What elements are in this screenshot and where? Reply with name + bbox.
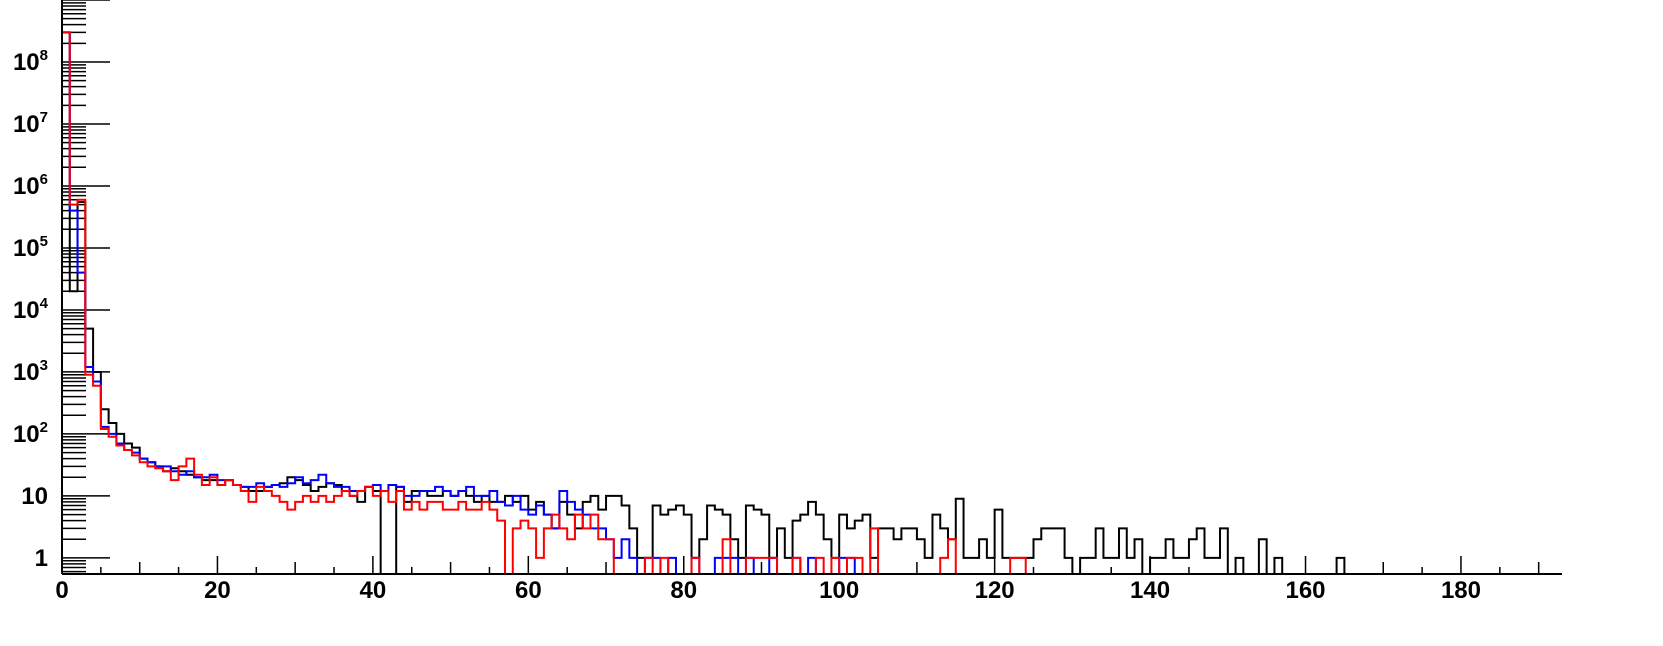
x-tick-label: 100 [819,577,859,604]
y-tick-label: 108 [13,47,48,76]
x-tick-label: 180 [1441,577,1481,604]
x-tick-label: 0 [55,577,68,604]
x-tick-label: 40 [360,577,387,604]
histogram-series-3 [61,31,1555,575]
x-tick-label: 160 [1285,577,1325,604]
y-tick-label: 10 [21,483,48,510]
x-tick-label: 60 [515,577,542,604]
y-tick-label: 103 [13,357,48,386]
histogram-series-2 [61,31,1531,575]
y-tick-label: 106 [13,171,48,200]
y-tick-label: 104 [13,295,49,324]
x-tick-label: 80 [670,577,697,604]
series-layer [61,31,1562,575]
x-tick-label: 20 [204,577,231,604]
x-tick-label: 120 [975,577,1015,604]
y-axis-ticks: 1 10 102 103 104 105 106 107 108 [13,0,110,573]
histogram-series-1 [61,31,1562,575]
x-tick-label: 140 [1130,577,1170,604]
y-tick-label: 105 [13,233,48,262]
x-axis-ticks: 0 20 40 60 80 100 120 140 160 180 [55,556,1540,604]
y-tick-label: 102 [13,419,48,448]
y-tick-label: 107 [13,109,48,138]
y-tick-label: 1 [35,545,48,572]
